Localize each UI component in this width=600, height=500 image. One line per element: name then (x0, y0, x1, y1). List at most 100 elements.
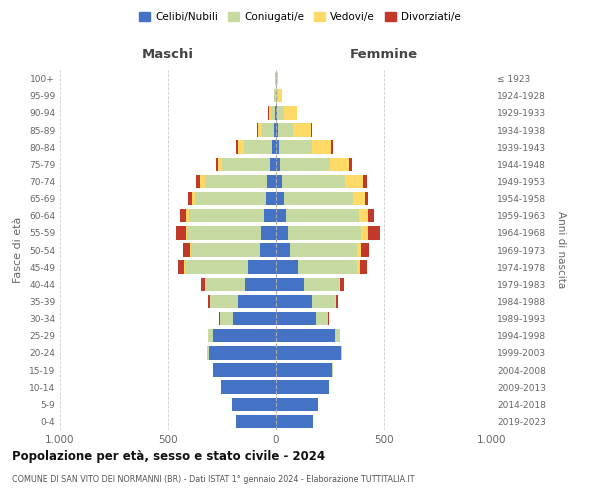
Bar (278, 89, 283, 102)
Bar (244, 140, 272, 154)
Bar (340, 278, 344, 291)
Bar (236, 140, 238, 154)
Bar (214, 329, 276, 342)
Bar (276, 380, 329, 394)
Bar (178, 260, 184, 274)
Bar (290, 244, 357, 256)
Bar (185, 260, 248, 274)
Bar (276, 106, 277, 120)
Bar (276, 278, 304, 291)
Bar (283, 174, 345, 188)
Bar (268, 174, 276, 188)
Bar (276, 398, 318, 411)
Bar (219, 312, 220, 326)
Bar (191, 244, 260, 256)
Text: COMUNE DI SAN VITO DEI NORMANNI (BR) - Dati ISTAT 1° gennaio 2024 - Elaborazione: COMUNE DI SAN VITO DEI NORMANNI (BR) - D… (12, 475, 415, 484)
Bar (257, 124, 258, 136)
Bar (274, 124, 276, 136)
Bar (218, 158, 222, 171)
Bar (195, 192, 266, 205)
Bar (262, 124, 274, 136)
Bar (187, 226, 261, 239)
Bar (276, 124, 278, 136)
Bar (328, 312, 329, 326)
Bar (188, 192, 192, 205)
Bar (335, 329, 340, 342)
Bar (276, 140, 279, 154)
Bar (361, 244, 369, 256)
Bar (293, 124, 311, 136)
Bar (196, 174, 200, 188)
Bar (336, 294, 338, 308)
Bar (220, 312, 233, 326)
Bar (186, 226, 187, 239)
Bar (286, 209, 359, 222)
Bar (311, 140, 331, 154)
Bar (331, 140, 333, 154)
Bar (276, 260, 298, 274)
Bar (345, 174, 364, 188)
Bar (276, 294, 311, 308)
Text: Femmine: Femmine (350, 48, 418, 62)
Bar (335, 294, 336, 308)
Bar (276, 414, 313, 428)
Bar (233, 312, 276, 326)
Bar (359, 209, 368, 222)
Bar (205, 174, 268, 188)
Bar (180, 209, 187, 222)
Bar (338, 278, 340, 291)
Bar (365, 192, 368, 205)
Bar (266, 192, 276, 205)
Bar (261, 226, 276, 239)
Text: Popolazione per età, sesso e stato civile - 2024: Popolazione per età, sesso e stato civil… (12, 450, 325, 463)
Bar (357, 244, 361, 256)
Bar (238, 294, 276, 308)
Bar (277, 106, 284, 120)
Y-axis label: Anni di nascita: Anni di nascita (556, 212, 566, 288)
Bar (269, 106, 271, 120)
Bar (278, 124, 293, 136)
Bar (298, 260, 357, 274)
Bar (368, 226, 380, 239)
Bar (236, 414, 276, 428)
Bar (200, 174, 205, 188)
Bar (209, 346, 276, 360)
Bar (192, 192, 195, 205)
Bar (276, 312, 316, 326)
Bar (284, 106, 296, 120)
Bar (277, 89, 278, 102)
Bar (245, 278, 276, 291)
Bar (353, 192, 365, 205)
Bar (276, 244, 290, 256)
Bar (184, 260, 185, 274)
Bar (361, 226, 368, 239)
Bar (330, 158, 349, 171)
Bar (276, 329, 335, 342)
Bar (210, 294, 238, 308)
Bar (208, 329, 214, 342)
Bar (176, 226, 186, 239)
Bar (341, 346, 342, 360)
Bar (284, 192, 353, 205)
Bar (222, 158, 269, 171)
Bar (274, 89, 275, 102)
Bar (357, 260, 360, 274)
Bar (276, 226, 288, 239)
Bar (275, 106, 276, 120)
Bar (280, 158, 330, 171)
Bar (288, 226, 361, 239)
Bar (188, 209, 264, 222)
Bar (205, 278, 245, 291)
Bar (276, 364, 332, 376)
Bar (276, 174, 283, 188)
Bar (311, 294, 335, 308)
Bar (277, 72, 278, 86)
Bar (276, 158, 280, 171)
Bar (272, 140, 276, 154)
Bar (258, 124, 262, 136)
Bar (232, 398, 276, 411)
Text: Maschi: Maschi (142, 48, 194, 62)
Bar (368, 209, 374, 222)
Bar (190, 244, 191, 256)
Bar (271, 106, 275, 120)
